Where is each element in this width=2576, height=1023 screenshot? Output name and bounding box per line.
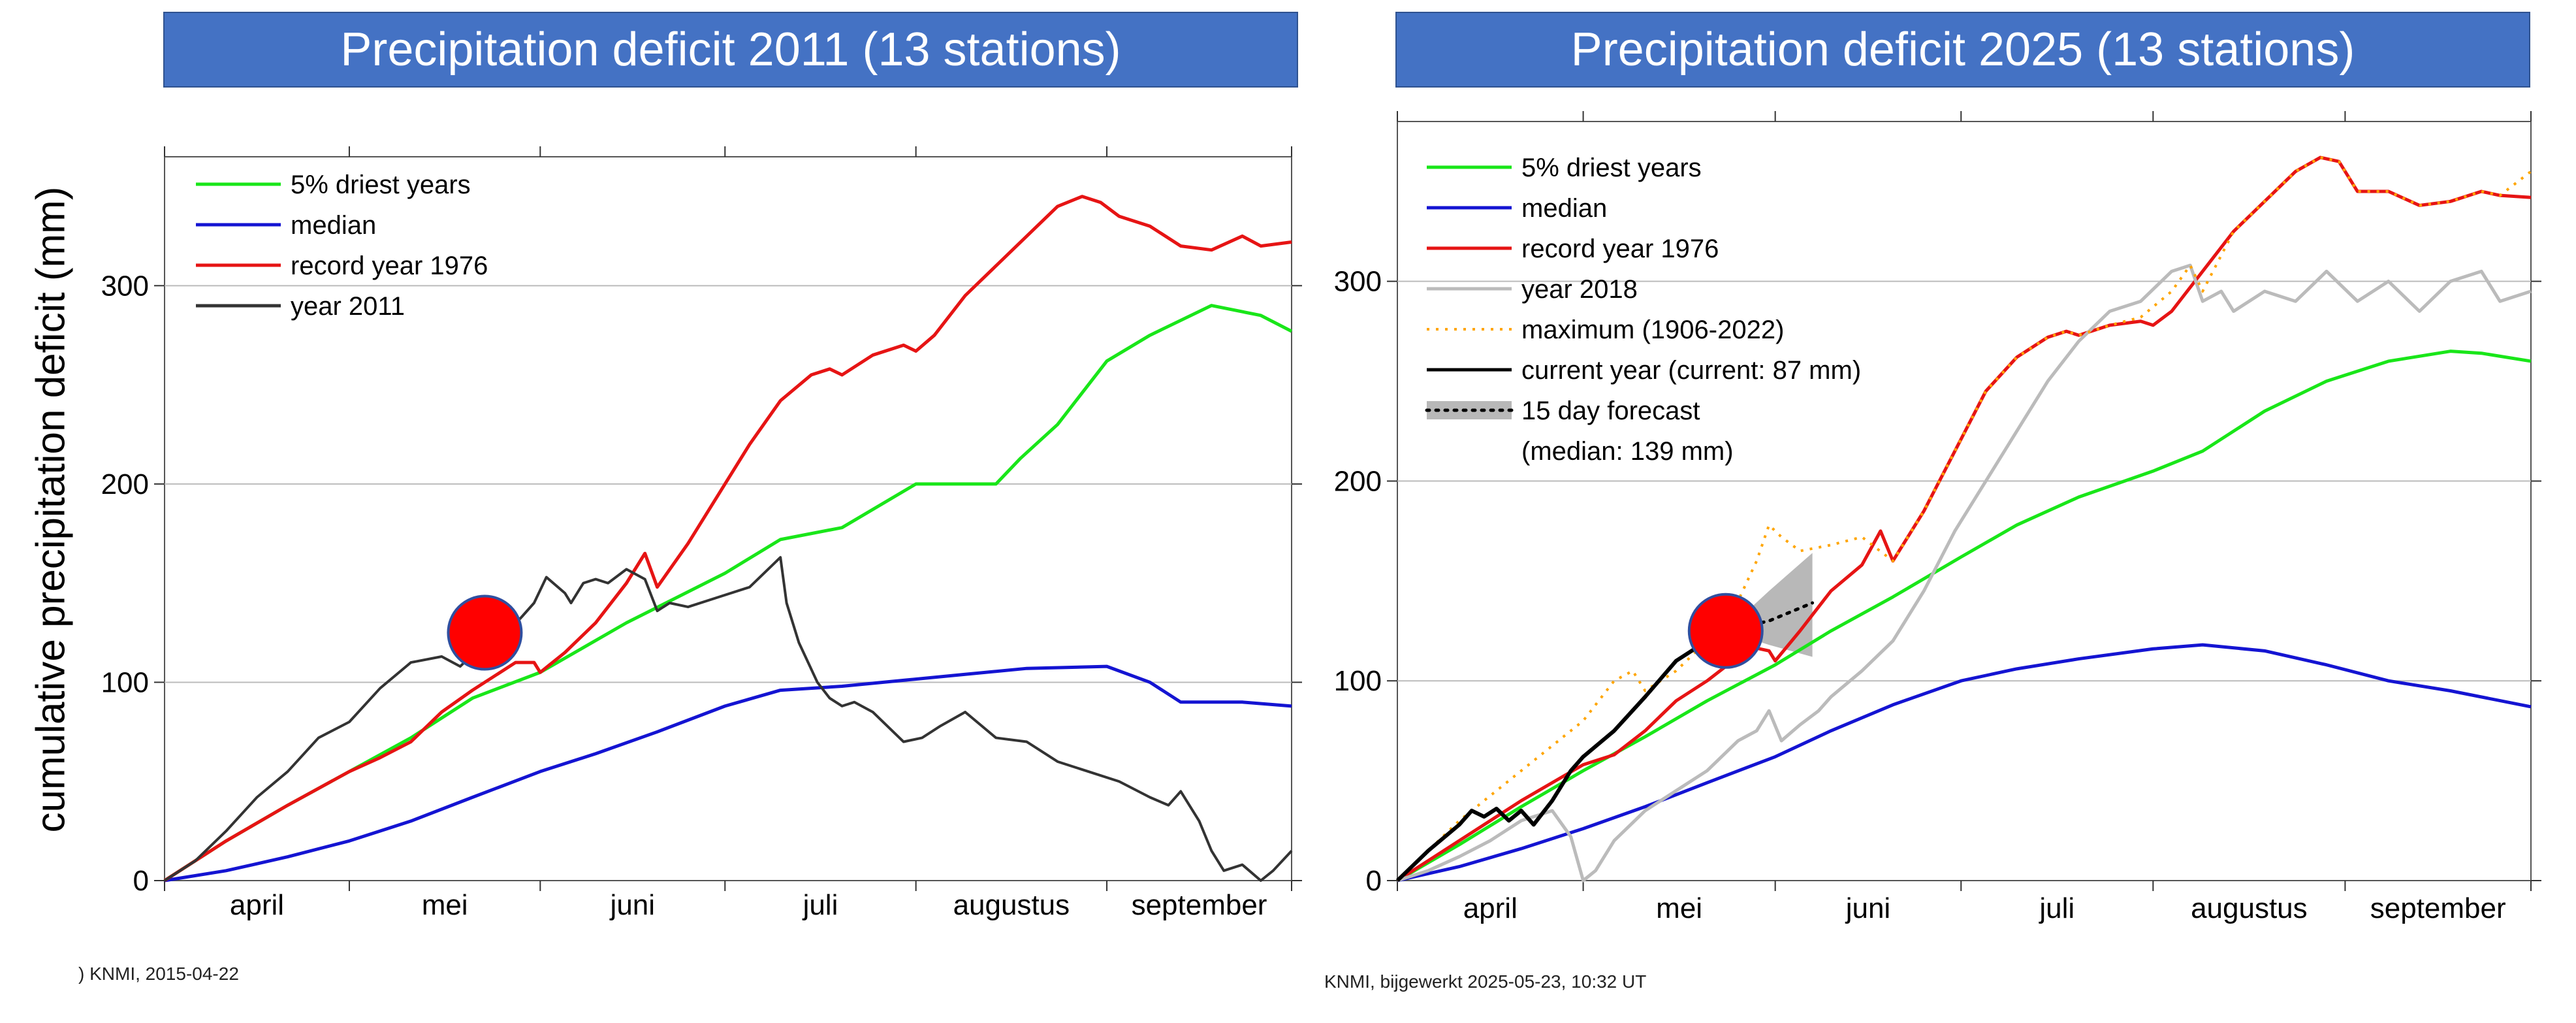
month-label: juni — [1845, 892, 1891, 924]
series-line — [1396, 349, 2532, 883]
month-label: juni — [609, 889, 656, 921]
month-label: juli — [2038, 892, 2075, 924]
forecast-line — [1724, 601, 1815, 633]
month-label: augustus — [953, 889, 1070, 921]
y-tick-label: 0 — [1366, 865, 1382, 897]
y-tick-label: 300 — [101, 270, 149, 302]
month-label: april — [230, 889, 284, 921]
legend-label: 5% driest years — [291, 170, 471, 199]
y-tick-label: 0 — [133, 865, 149, 897]
legend-label: (median: 139 mm) — [1521, 437, 1734, 466]
month-label: september — [2370, 892, 2506, 924]
plot-frame — [164, 156, 1292, 881]
month-label: april — [1463, 892, 1518, 924]
chart-panel-0: 0 100 200 300 april mei juni juli augustus septem… — [101, 146, 1302, 921]
position-marker — [447, 594, 523, 671]
legend-swatch-band — [1427, 401, 1512, 419]
credit-left: ) KNMI, 2015-04-22 — [78, 964, 239, 984]
legend-label: record year 1976 — [1521, 235, 1719, 263]
legend-label: current year (current: 87 mm) — [1521, 356, 1861, 385]
legend-label: median — [1521, 194, 1607, 223]
y-tick-label: 100 — [101, 666, 149, 698]
month-label: augustus — [2191, 892, 2308, 924]
y-tick-label: 100 — [1334, 665, 1382, 697]
y-tick-label: 200 — [1334, 465, 1382, 497]
legend-label: year 2018 — [1521, 275, 1638, 304]
legend-label: year 2011 — [291, 292, 405, 321]
series-line — [1397, 643, 2532, 883]
chart-title-2011: Precipitation deficit 2011 (13 stations) — [163, 12, 1298, 88]
series-line — [1395, 629, 1727, 883]
month-label: mei — [422, 889, 468, 921]
y-tick-label: 200 — [101, 468, 149, 500]
legend-label: 5% driest years — [1521, 154, 1702, 182]
legend-label: maximum (1906-2022) — [1521, 316, 1784, 344]
chart-title-2025: Precipitation deficit 2025 (13 stations) — [1395, 12, 2530, 88]
credit-right: KNMI, bijgewerkt 2025-05-23, 10:32 UT — [1324, 971, 1647, 992]
series-line — [1397, 263, 2532, 883]
legend-label: median — [291, 211, 376, 240]
series-line — [163, 556, 1293, 882]
series-line — [163, 304, 1293, 883]
series-line — [1396, 155, 2532, 883]
month-label: mei — [1656, 892, 1702, 924]
chart-panel-1: 0 100 200 300 april mei juni juli augustus septem… — [1334, 111, 2541, 924]
plot-frame — [1397, 121, 2532, 881]
legend-label: record year 1976 — [291, 252, 488, 280]
month-label: juli — [802, 889, 838, 921]
series-line — [163, 195, 1292, 883]
legend-label: 15 day forecast — [1521, 397, 1700, 425]
series-line — [164, 664, 1292, 883]
y-tick-label: 300 — [1334, 266, 1382, 298]
month-label: september — [1132, 889, 1267, 921]
position-marker — [1687, 593, 1764, 669]
